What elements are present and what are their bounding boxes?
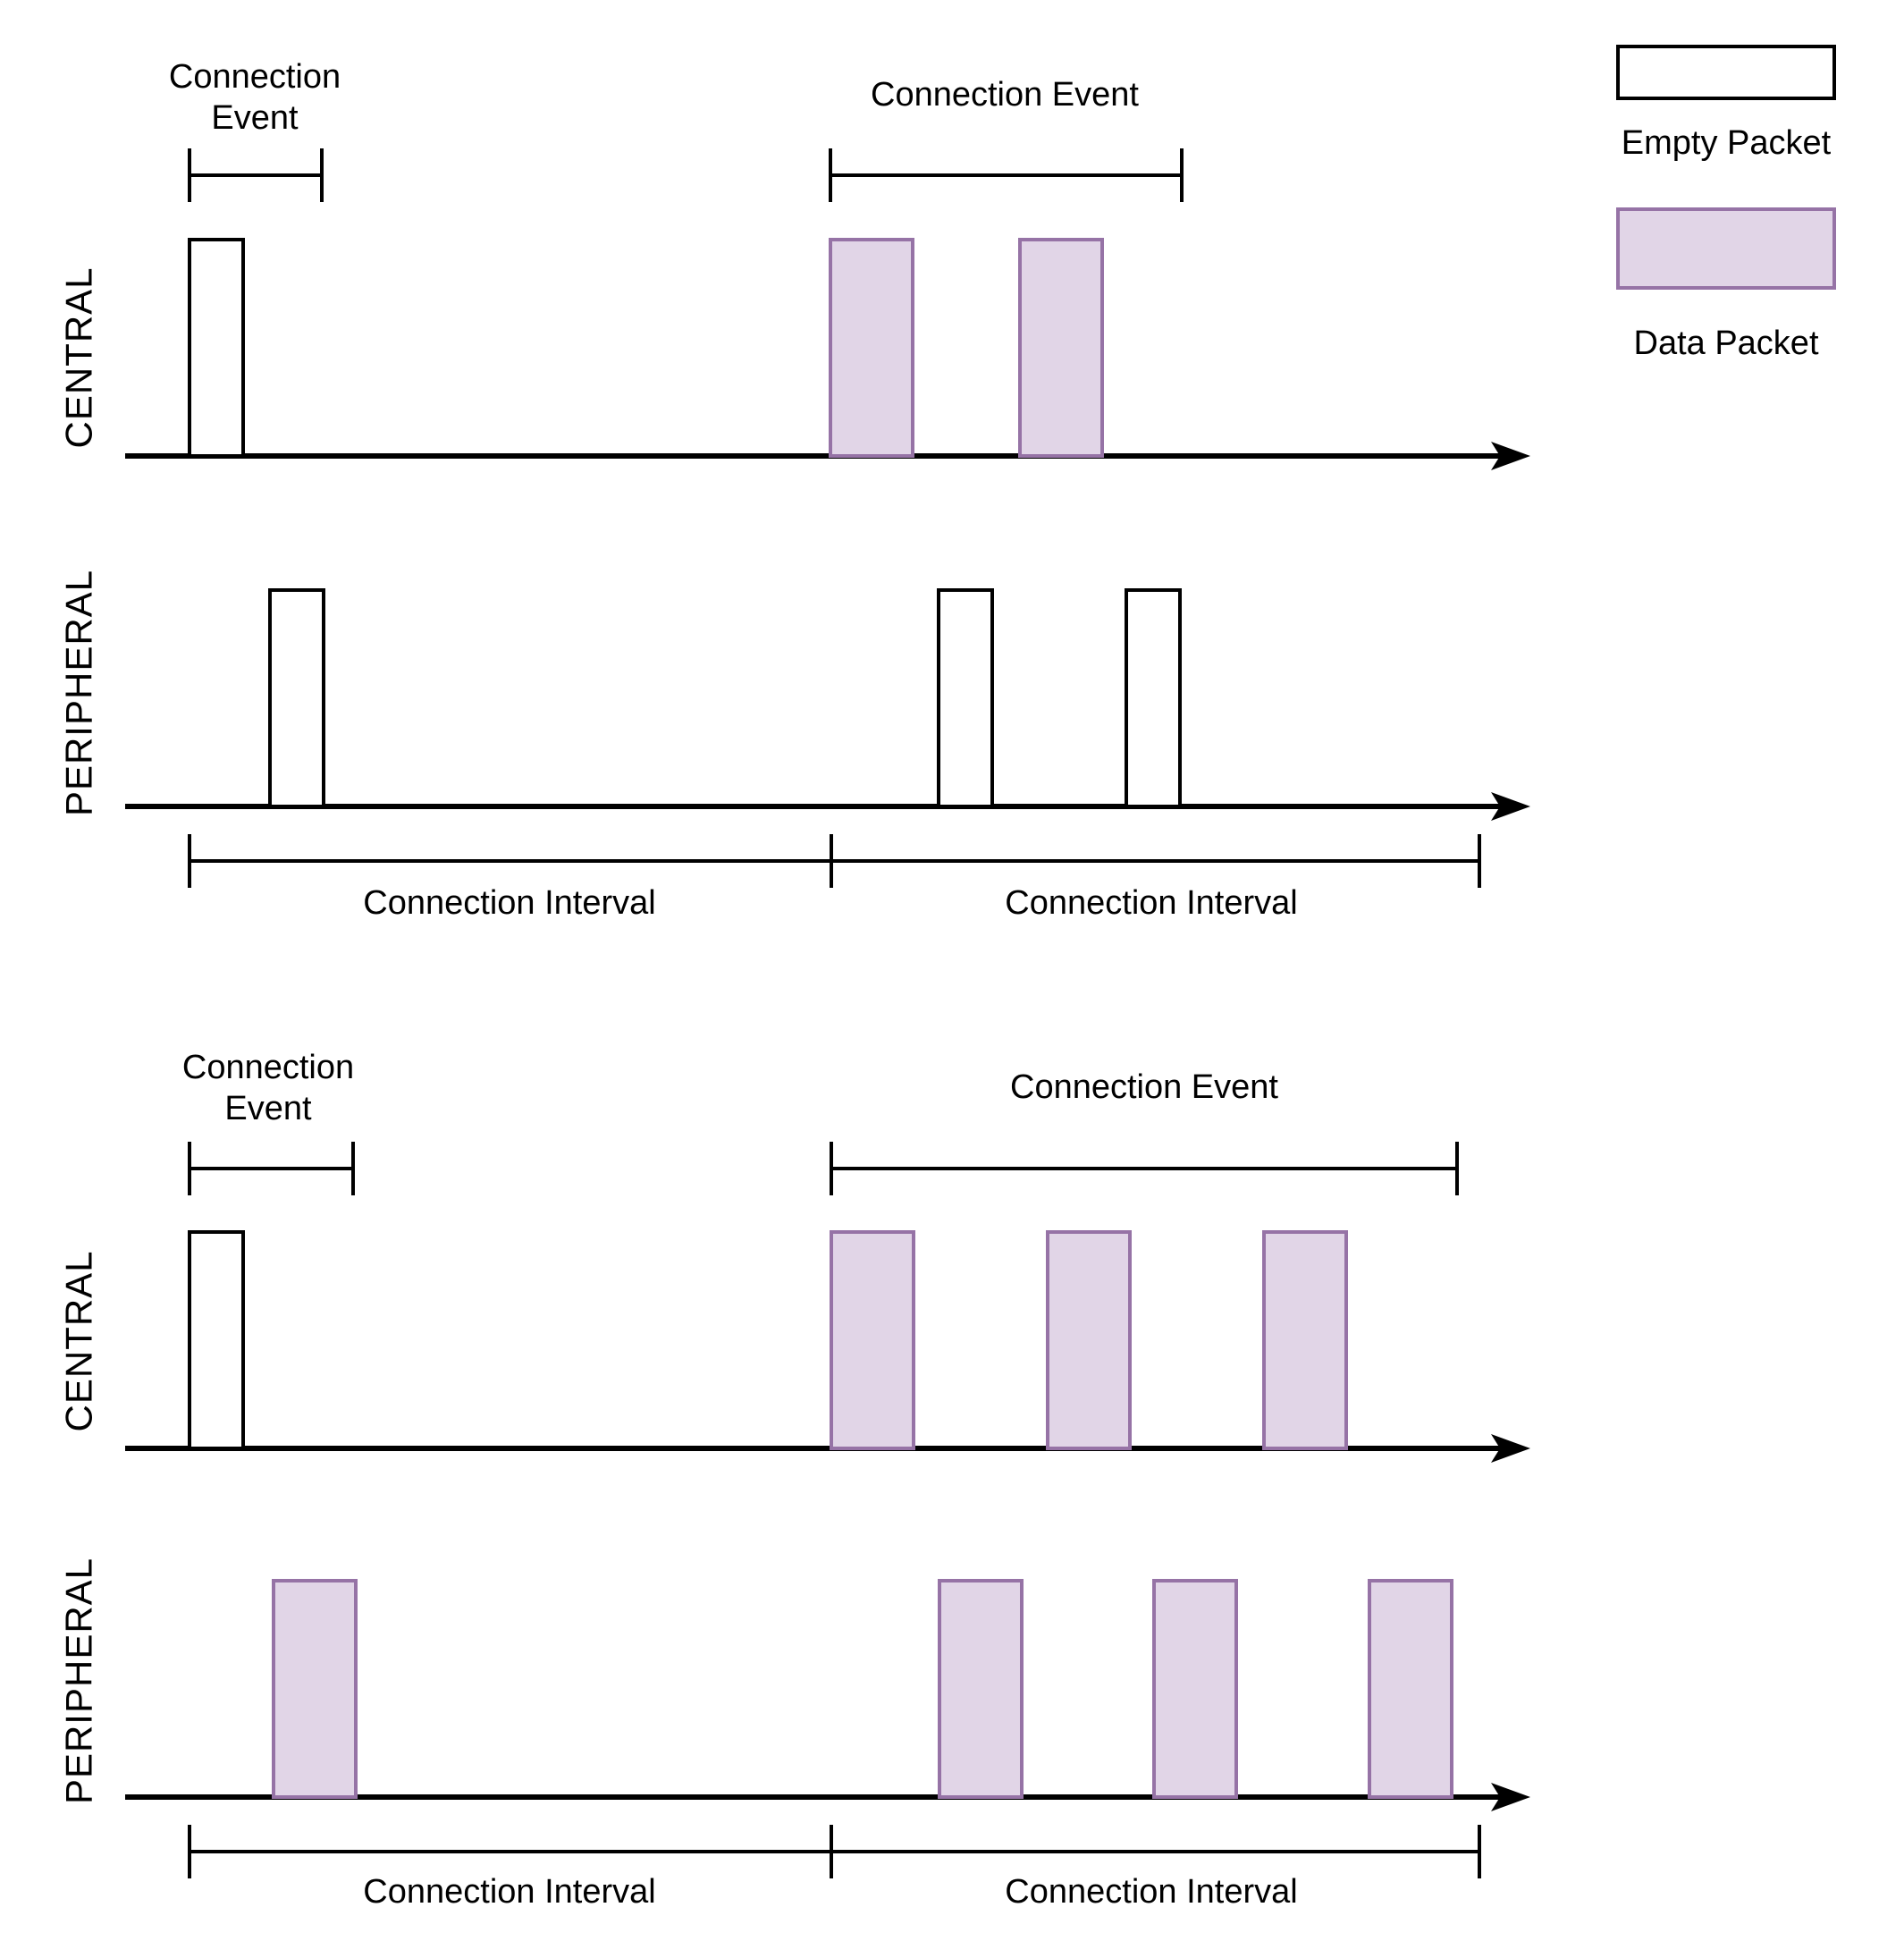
timeline-arrow-icon xyxy=(1491,1434,1530,1463)
peripheral-label: PERIPHERAL xyxy=(58,1557,100,1804)
connection-interval-label: Connection Interval xyxy=(363,884,655,922)
central-label: CENTRAL xyxy=(58,1250,100,1431)
connection-interval-label: Connection Interval xyxy=(363,1873,655,1911)
connection-interval-label: Connection Interval xyxy=(1005,1873,1297,1911)
peripheral-timeline-axis xyxy=(125,792,1530,821)
legend-data-packet-label: Data Packet xyxy=(1634,325,1819,362)
data-packet xyxy=(829,238,914,458)
empty-packet xyxy=(268,588,325,808)
data-packet xyxy=(1046,1230,1132,1450)
central-label: CENTRAL xyxy=(58,266,100,448)
connection-event-label: Connection Event xyxy=(871,76,1139,114)
legend-data-packet-swatch xyxy=(1616,207,1836,290)
empty-packet xyxy=(188,1230,245,1450)
data-packet xyxy=(1262,1230,1348,1450)
data-packet xyxy=(272,1579,358,1799)
connection-event-bracket xyxy=(188,1142,355,1195)
data-packet xyxy=(1152,1579,1238,1799)
timeline-arrow-icon xyxy=(1491,792,1530,821)
connection-event-label: Event xyxy=(211,99,299,137)
data-packet xyxy=(1018,238,1104,458)
connection-interval-label: Connection Interval xyxy=(1005,884,1297,922)
connection-event-label: Connection xyxy=(182,1049,354,1086)
connection-event-label: Event xyxy=(224,1090,312,1127)
diagram-2-data-exchange: Connection Event Connection Event CENTRAL PE… xyxy=(58,1049,1530,1911)
connection-event-label: Connection Event xyxy=(1010,1068,1278,1106)
peripheral-label: PERIPHERAL xyxy=(58,570,100,816)
legend-empty-packet-swatch xyxy=(1616,45,1836,100)
connection-event-bracket xyxy=(830,1142,1459,1195)
empty-packet xyxy=(1125,588,1182,808)
empty-packet xyxy=(937,588,994,808)
connection-event-bracket xyxy=(188,148,324,202)
data-packet xyxy=(938,1579,1024,1799)
legend: Empty Packet Data Packet xyxy=(1616,45,1836,362)
connection-interval-bracket xyxy=(188,1825,1481,1878)
data-packet xyxy=(830,1230,915,1450)
central-timeline-axis xyxy=(125,442,1530,470)
connection-interval-bracket xyxy=(188,834,1481,888)
data-packet xyxy=(1368,1579,1453,1799)
connection-event-bracket xyxy=(829,148,1184,202)
timeline-arrow-icon xyxy=(1491,1783,1530,1811)
timeline-arrow-icon xyxy=(1491,442,1530,470)
legend-empty-packet-label: Empty Packet xyxy=(1622,124,1832,162)
empty-packet xyxy=(188,238,245,458)
connection-event-label: Connection xyxy=(169,58,341,96)
